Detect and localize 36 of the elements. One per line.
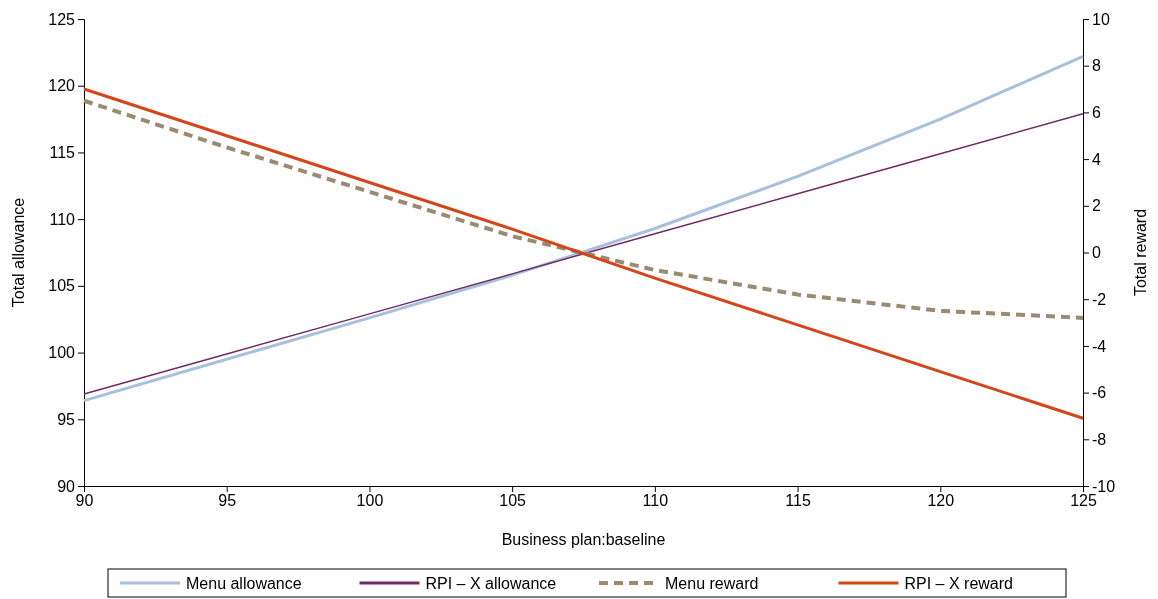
y2-tick-label: 10 — [1092, 10, 1110, 28]
y2-tick-label: -2 — [1092, 290, 1107, 308]
legend-label: Menu reward — [665, 575, 759, 592]
y-tick-label: 100 — [48, 344, 76, 362]
x-tick-label: 120 — [927, 492, 955, 510]
y2-axis-title: Total reward — [1132, 208, 1149, 297]
y2-tick-label: 4 — [1092, 150, 1101, 168]
y-axis-title: Total allowance — [10, 197, 27, 308]
y2-tick-label: -8 — [1092, 430, 1107, 448]
y-tick-label: 110 — [49, 210, 76, 228]
y2-tick-label: -6 — [1092, 384, 1107, 402]
x-tick-label: 105 — [499, 492, 527, 510]
y-tick-label: 105 — [48, 277, 76, 295]
y2-tick-label: -10 — [1092, 477, 1116, 495]
y2-tick-label: 6 — [1092, 104, 1101, 122]
line-series — [82, 98, 1085, 320]
x-tick-label: 95 — [218, 492, 237, 510]
y-tick-label: 95 — [57, 410, 76, 428]
x-tick-label: 100 — [356, 492, 384, 510]
x-tick-label: 90 — [75, 492, 94, 510]
y2-tick-label: 2 — [1092, 197, 1101, 215]
y2-tick-label: -4 — [1092, 337, 1107, 355]
legend-label: RPI – X reward — [904, 575, 1013, 592]
y-tick-label: 90 — [57, 477, 76, 495]
y2-tick-label: 0 — [1092, 244, 1101, 262]
legend-label: RPI – X allowance — [425, 575, 557, 592]
legend-label: Menu allowance — [186, 575, 302, 592]
x-tick-label: 125 — [1070, 492, 1097, 510]
x-axis-title: Business plan:baseline — [501, 531, 666, 548]
y-tick-label: 125 — [48, 10, 76, 28]
y2-tick-label: 8 — [1092, 57, 1101, 75]
y-tick-label: 120 — [48, 77, 76, 95]
y-tick-label: 115 — [49, 144, 76, 162]
x-tick-label: 110 — [642, 492, 669, 510]
x-tick-label: 115 — [785, 492, 811, 510]
line-series — [83, 112, 1084, 395]
